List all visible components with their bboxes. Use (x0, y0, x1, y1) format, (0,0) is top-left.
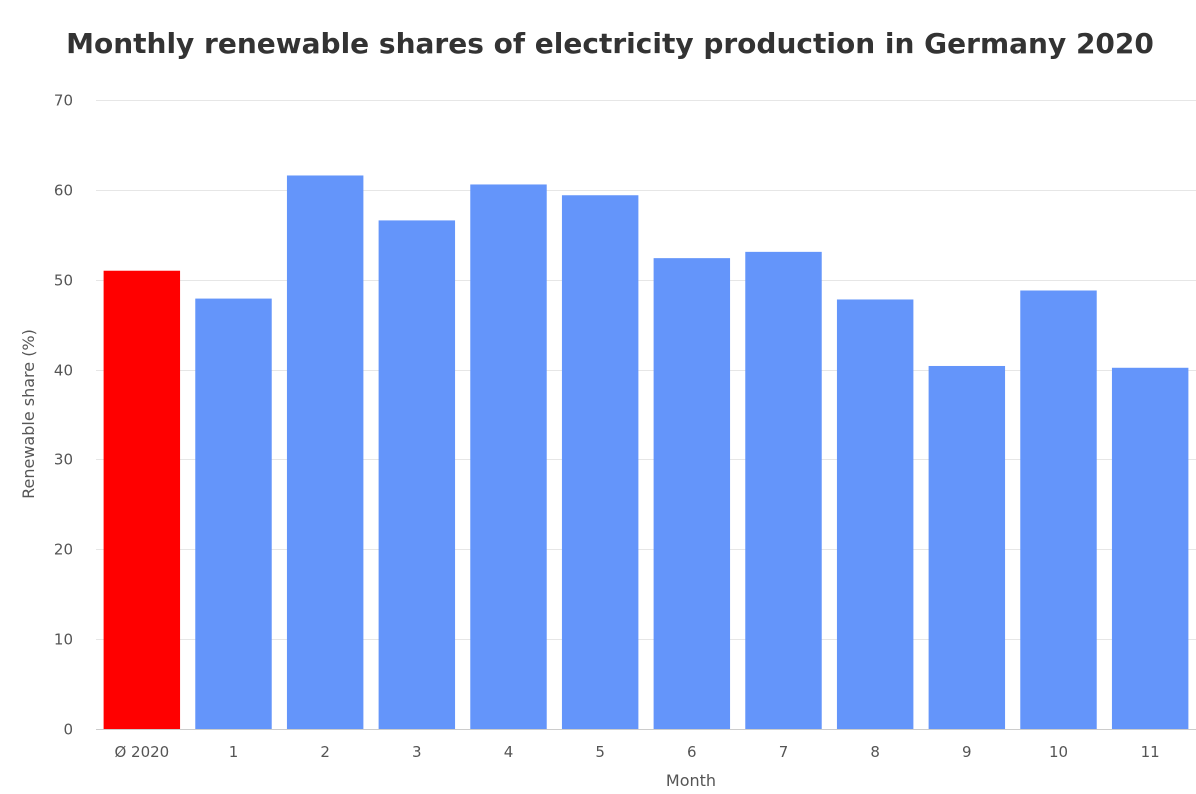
chart-title: Monthly renewable shares of electricity … (66, 27, 1154, 60)
bar-month-2 (286, 175, 364, 730)
bars (103, 175, 1189, 730)
y-tick-label: 0 (63, 721, 73, 739)
y-tick-label: 40 (54, 362, 73, 380)
x-tick-label: 2 (320, 743, 330, 761)
y-tick-label: 10 (54, 631, 73, 649)
y-tick-label: 60 (54, 182, 73, 200)
bar-month-8 (836, 299, 914, 729)
y-axis-ticks: 0 10 20 30 40 50 60 70 (54, 92, 73, 739)
bar-month-9 (928, 365, 1006, 729)
y-axis-title: Renewable share (%) (19, 329, 38, 499)
bar-month-10 (1020, 290, 1097, 729)
x-tick-label: 3 (412, 743, 422, 761)
x-axis-ticks: Ø 2020 1 2 3 4 5 6 7 8 9 10 11 (114, 743, 1159, 761)
x-tick-label: 8 (870, 743, 880, 761)
bar-month-4 (470, 184, 547, 730)
grid-lines (96, 100, 1196, 640)
bar-month-6 (653, 258, 731, 729)
y-tick-label: 50 (54, 272, 73, 290)
x-axis-title: Month (666, 771, 716, 790)
x-tick-label: 7 (779, 743, 789, 761)
y-tick-label: 70 (54, 92, 73, 110)
y-tick-label: 30 (54, 451, 73, 469)
x-tick-label: 11 (1141, 743, 1160, 761)
x-tick-label: 9 (962, 743, 972, 761)
bar-month-11 (1111, 367, 1189, 729)
bar-average-2020 (103, 270, 181, 729)
x-tick-label: 6 (687, 743, 697, 761)
x-tick-label: 5 (595, 743, 605, 761)
x-tick-label: 4 (504, 743, 514, 761)
bar-month-7 (745, 251, 822, 729)
bar-month-5 (561, 195, 639, 730)
bar-month-1 (195, 298, 272, 729)
x-tick-label: 1 (229, 743, 239, 761)
bar-month-3 (378, 220, 456, 729)
y-tick-label: 20 (54, 541, 73, 559)
x-tick-label: 10 (1049, 743, 1068, 761)
x-tick-label: Ø 2020 (114, 743, 169, 761)
